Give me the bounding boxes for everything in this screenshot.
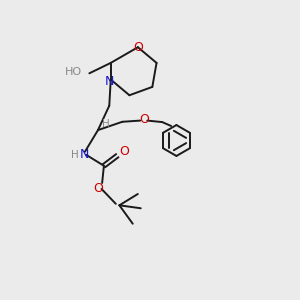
Text: O: O (133, 41, 143, 54)
Text: O: O (139, 112, 149, 126)
Text: N: N (79, 148, 89, 161)
Text: O: O (119, 145, 129, 158)
Text: HO: HO (65, 67, 83, 77)
Text: H: H (71, 150, 79, 160)
Text: N: N (105, 75, 114, 88)
Text: H: H (102, 118, 110, 129)
Text: O: O (93, 182, 103, 195)
